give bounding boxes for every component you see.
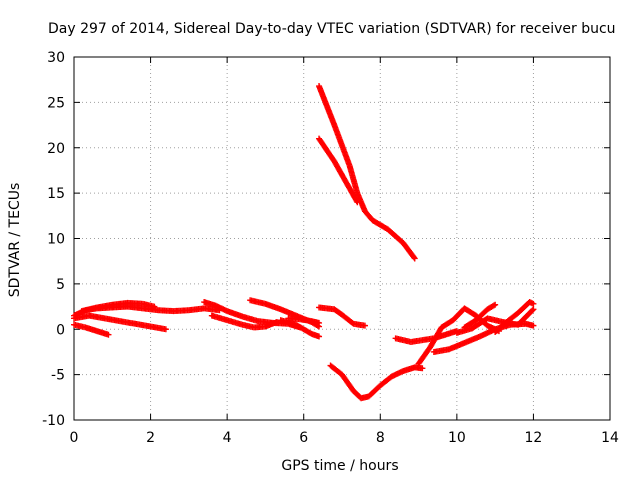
chart-title: Day 297 of 2014, Sidereal Day-to-day VTE… xyxy=(48,21,616,37)
gridlines xyxy=(74,57,610,420)
y-tick-label: -10 xyxy=(42,413,65,429)
x-tick-label: 12 xyxy=(525,430,543,446)
y-tick-label: 15 xyxy=(47,186,65,202)
data-point xyxy=(411,255,418,262)
data-point xyxy=(529,307,536,314)
data-point xyxy=(105,331,112,338)
series-arc-n xyxy=(392,328,460,345)
data-point xyxy=(530,322,537,329)
y-tick-label: 10 xyxy=(47,232,65,248)
x-tick-label: 10 xyxy=(448,430,466,446)
series-arc-b xyxy=(71,312,169,333)
data-point xyxy=(419,365,426,372)
series-arc-i xyxy=(285,315,323,326)
data-point xyxy=(530,300,537,307)
y-tick-label: 30 xyxy=(47,50,65,66)
y-tick-label: 5 xyxy=(56,277,65,293)
series-arc-c xyxy=(71,321,112,338)
series-arc-k xyxy=(316,135,361,206)
series-arc-s xyxy=(492,299,537,335)
series-arc-r xyxy=(461,301,499,331)
data-series xyxy=(71,83,537,402)
series-arc-m xyxy=(327,362,426,402)
y-tick-label: -5 xyxy=(51,368,65,384)
y-tick-label: 0 xyxy=(56,322,65,338)
series-arc-o xyxy=(415,305,502,367)
data-point xyxy=(316,319,323,326)
series-arc-j xyxy=(316,83,418,262)
series-arc-f xyxy=(208,312,280,331)
series-arc-d xyxy=(78,299,158,315)
data-point xyxy=(151,303,158,310)
x-tick-label: 8 xyxy=(376,430,385,446)
x-tick-label: 14 xyxy=(601,430,619,446)
y-tick-label: 25 xyxy=(47,95,65,111)
data-point xyxy=(490,302,497,309)
y-axis-label: SDTVAR / TECUs xyxy=(7,183,23,298)
series-arc-l xyxy=(316,304,368,329)
y-axis: -10 -5 0 5 10 15 20 25 30 xyxy=(42,50,610,429)
x-tick-label: 4 xyxy=(223,430,232,446)
data-point xyxy=(316,333,323,340)
data-point xyxy=(492,301,499,308)
x-tick-label: 2 xyxy=(146,430,155,446)
data-point xyxy=(530,306,537,313)
data-point xyxy=(410,254,417,261)
x-tick-label: 0 xyxy=(70,430,79,446)
x-tick-label: 6 xyxy=(299,430,308,446)
data-point xyxy=(273,318,280,325)
series-arc-h xyxy=(277,317,323,340)
data-point xyxy=(162,326,169,333)
data-point xyxy=(354,199,361,206)
x-axis: 0 2 4 6 8 10 12 14 xyxy=(70,57,619,446)
x-axis-label: GPS time / hours xyxy=(281,458,398,474)
data-point xyxy=(361,322,368,329)
y-tick-label: 20 xyxy=(47,141,65,157)
